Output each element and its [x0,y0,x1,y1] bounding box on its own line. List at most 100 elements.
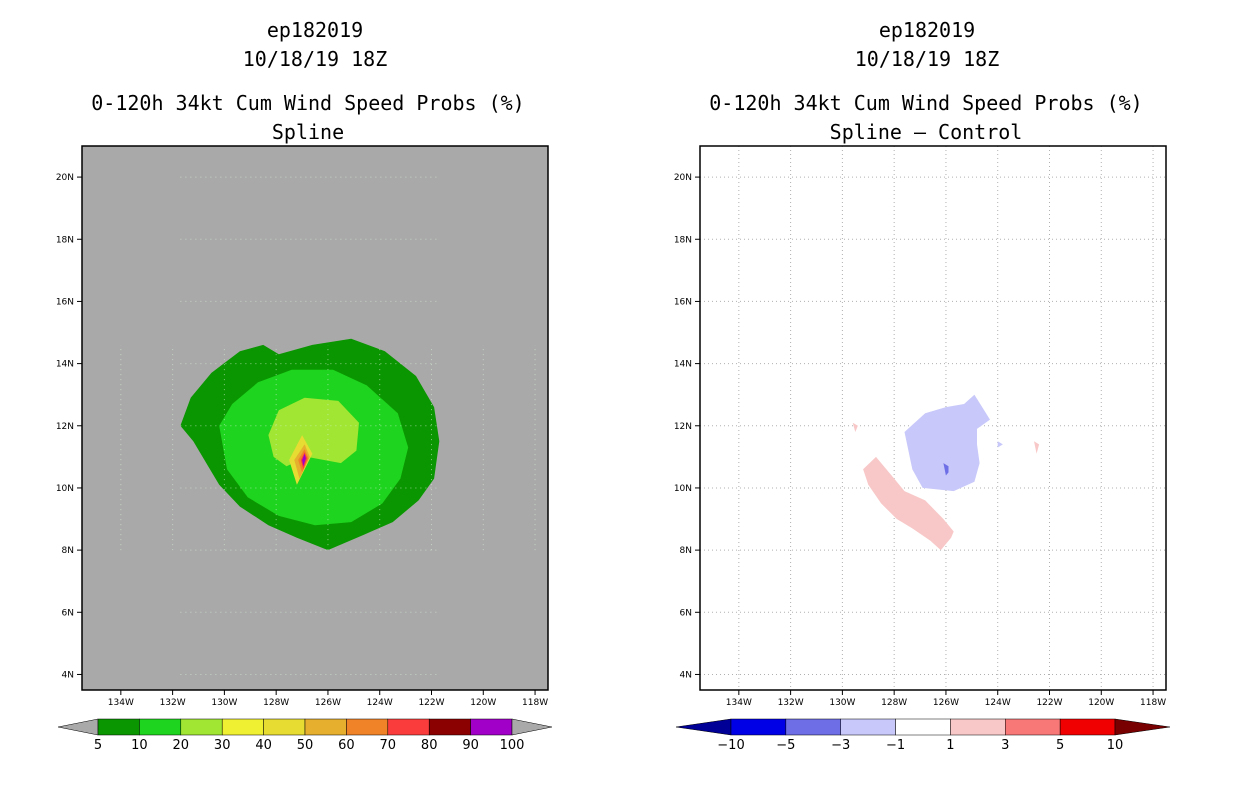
y-tick-label: 16N [674,297,692,307]
contour-level--5 [943,463,949,476]
left-chart-title: 0-120h 34kt Cum Wind Speed Probs (%) [91,91,525,115]
x-tick-label: 132W [778,698,804,708]
x-tick-label: 130W [829,698,855,708]
right-chart-subtitle: Spline – Control [829,120,1023,144]
colorbar-segment [730,718,787,736]
colorbar-label: 10 [131,738,148,753]
colorbar-label: 3 [1001,738,1009,753]
colorbar-segment [470,718,513,736]
right-map-chart: 134W 132W 130W 128W 126W 124W 122W 120W 118W 20N 1… [674,145,1171,753]
plot-frame [699,145,1167,691]
colorbar-segment [1005,718,1061,736]
y-tick-label: 14N [56,360,74,370]
y-tick-label: 14N [674,360,692,370]
y-tick-label: 20N [674,173,692,183]
x-tick-label: 124W [367,698,393,708]
plot-frame [81,145,549,691]
colorbar-segment [428,718,471,736]
right-date: 10/18/19 18Z [854,47,1000,71]
y-tick-label: 10N [56,484,74,494]
left-title-block: ep182019 10/18/19 18Z [15,16,615,74]
colorbar-segment [263,718,306,736]
colorbar-label: −10 [717,738,744,753]
left-chart-subtitle: Spline [271,120,345,144]
y-tick-label: 4N [680,670,692,680]
y-tick-label: 4N [62,670,74,680]
contour-level-3 [852,422,858,432]
x-tick-label: 122W [1036,698,1062,708]
y-tick-label: 6N [680,608,692,618]
colorbar-segment [97,718,140,736]
contour-level-3 [863,456,954,551]
x-tick-label: 128W [263,698,289,708]
x-tick-label: 118W [522,698,548,708]
y-tick-label: 12N [56,422,74,432]
colorbar-label: −3 [831,738,850,753]
contour-level-20 [268,397,359,467]
colorbar-right-arrow [1114,718,1171,736]
y-tick-label: 16N [56,297,74,307]
colorbar-label: 10 [1107,738,1124,753]
x-tick-label: 132W [160,698,186,708]
y-tick-label: 12N [674,422,692,432]
colorbar-segment [180,718,223,736]
contour-level-3 [1034,441,1040,454]
colorbar-label: −5 [776,738,795,753]
colorbar-label: 40 [255,738,272,753]
colorbar-right-arrow [511,718,553,736]
colorbar-label: 30 [214,738,231,753]
left-storm-id: ep182019 [266,18,364,42]
colorbar-segment [346,718,389,736]
y-tick-label: 8N [62,546,74,556]
x-tick-label: 118W [1140,698,1166,708]
colorbar-label: 100 [500,738,525,753]
left-map-chart: 134W 132W 130W 128W 126W 124W 122W 120W 118W 20N 1… [56,145,553,753]
colorbar-label: 70 [380,738,397,753]
colorbar-left-arrow [57,718,99,736]
y-tick-label: 10N [674,484,692,494]
y-tick-label: 18N [674,235,692,245]
colorbar-label: 20 [173,738,190,753]
right-storm-id: ep182019 [878,18,976,42]
right-title-block-2: 0-120h 34kt Cum Wind Speed Probs (%) Spl… [626,89,1226,147]
colorbar-segment [785,718,841,736]
colorbar-label: 60 [338,738,355,753]
right-title-block: ep182019 10/18/19 18Z [627,16,1227,74]
x-tick-label: 122W [418,698,444,708]
contour-level-90 [302,453,306,467]
colorbar-label: 5 [94,738,102,753]
colorbar-segment [950,718,1006,736]
x-tick-label: 134W [108,698,134,708]
colorbar-segment [387,718,430,736]
colorbar-label: −1 [886,738,905,753]
colorbar-segment [1059,718,1116,736]
colorbar-label: 50 [297,738,314,753]
contour-level--3 [997,441,1003,448]
y-tick-label: 8N [680,546,692,556]
x-tick-label: 124W [985,698,1011,708]
colorbar-label: 5 [1056,738,1064,753]
x-tick-label: 134W [726,698,752,708]
y-tick-label: 18N [56,235,74,245]
x-tick-label: 126W [933,698,959,708]
colorbar-segment [304,718,347,736]
colorbar-segment [895,718,951,736]
colorbar-label: 1 [946,738,954,753]
x-tick-label: 120W [470,698,496,708]
left-title-block-2: 0-120h 34kt Cum Wind Speed Probs (%) Spl… [8,89,608,147]
colorbar-label: 80 [421,738,438,753]
left-date: 10/18/19 18Z [242,47,388,71]
colorbar-segment [221,718,264,736]
x-tick-label: 128W [881,698,907,708]
x-tick-label: 126W [315,698,341,708]
contour-level--3 [904,394,990,492]
colorbar-label: 90 [462,738,479,753]
y-tick-label: 20N [56,173,74,183]
y-tick-label: 6N [62,608,74,618]
colorbar-segment [139,718,182,736]
x-tick-label: 120W [1088,698,1114,708]
colorbar-segment [840,718,896,736]
right-chart-title: 0-120h 34kt Cum Wind Speed Probs (%) [709,91,1143,115]
colorbar-left-arrow [675,718,732,736]
x-tick-label: 130W [211,698,237,708]
